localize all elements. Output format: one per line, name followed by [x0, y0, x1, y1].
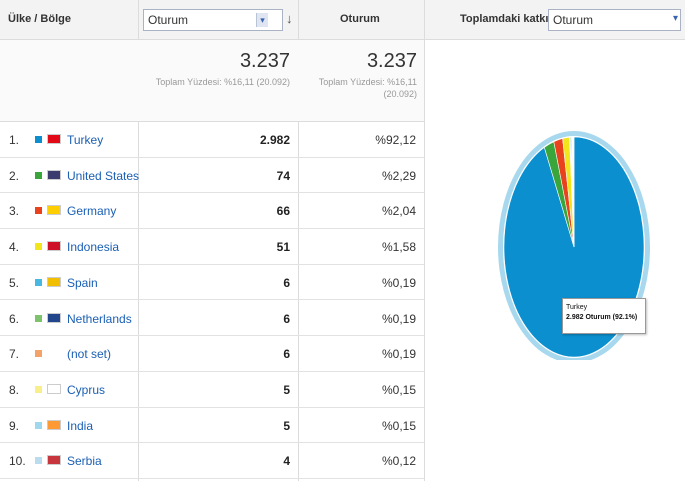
contribution-select[interactable]: Oturum ▾ — [548, 9, 681, 31]
sessions-column-header[interactable]: Oturum — [340, 13, 380, 25]
column-divider — [138, 0, 139, 481]
total-value: 3.237 — [239, 50, 290, 72]
series-color-swatch — [35, 385, 42, 393]
row-index: 3. — [9, 204, 20, 219]
totals-row: 3.237 Toplam Yüzdesi: %16,11 (20.092) 3.… — [0, 40, 424, 122]
sessions-value: 5 — [283, 382, 290, 397]
sessions-value: 6 — [283, 347, 290, 362]
sessions-percent: %92,12 — [375, 133, 416, 147]
row-index: 2. — [9, 168, 20, 183]
tooltip-country: Turkey — [566, 304, 588, 311]
total-share: Toplam Yüzdesi: %16,11 (20.092) — [155, 77, 290, 87]
column-divider — [424, 0, 425, 481]
table-row[interactable]: 2. United States 74 %2,29 — [0, 158, 424, 194]
tooltip-value: 2.982 Oturum (92.1%) — [566, 314, 638, 321]
pie-slice-serbia[interactable] — [573, 136, 575, 248]
metric-select-value: Oturum — [148, 13, 189, 27]
totals-metric-b: 3.237 Toplam Yüzdesi: %16,11 (20.092) — [305, 50, 417, 100]
table-row[interactable]: 4. Indonesia 51 %1,58 — [0, 229, 424, 265]
flag-icon — [47, 455, 61, 466]
sessions-value: 51 — [276, 240, 290, 255]
sessions-value: 4 — [283, 454, 290, 469]
totals-metric-a: 3.237 Toplam Yüzdesi: %16,11 (20.092) — [145, 50, 290, 88]
sessions-value: 2.982 — [259, 133, 290, 147]
sessions-value: 6 — [283, 275, 290, 290]
flag-icon — [47, 241, 61, 252]
table-row[interactable]: 3. Germany 66 %2,04 — [0, 193, 424, 230]
row-index: 9. — [9, 418, 20, 433]
sessions-percent: %0,15 — [381, 382, 416, 397]
country-link[interactable]: United States — [67, 168, 140, 183]
row-index: 5. — [9, 275, 20, 290]
series-color-swatch — [35, 136, 42, 143]
sessions-value: 74 — [276, 168, 290, 183]
country-link[interactable]: Netherlands — [67, 311, 132, 326]
total-share-count: (20.092) — [383, 89, 417, 99]
table-row[interactable]: 6. Netherlands 6 %0,19 — [0, 301, 424, 337]
sessions-percent: %2,04 — [381, 204, 416, 219]
series-color-swatch — [35, 421, 42, 429]
series-color-swatch — [35, 457, 42, 465]
row-index: 6. — [9, 311, 20, 326]
flag-icon — [47, 205, 61, 216]
chevron-down-icon[interactable]: ▾ — [672, 13, 678, 24]
contribution-select-value: Oturum — [553, 13, 594, 27]
pie-tooltip: Turkey 2.982 Oturum (92.1%) — [562, 298, 646, 334]
column-divider — [298, 0, 299, 481]
country-link[interactable]: Serbia — [67, 454, 102, 469]
country-link[interactable]: Cyprus — [67, 382, 106, 397]
table-row[interactable]: 9. India 5 %0,15 — [0, 408, 424, 444]
sessions-percent: %2,29 — [381, 168, 416, 183]
series-color-swatch — [35, 171, 42, 179]
row-index: 10. — [9, 454, 26, 469]
sessions-percent: %1,58 — [381, 240, 416, 255]
table-row[interactable]: 8. Cyprus 5 %0,15 — [0, 372, 424, 408]
row-index: 1. — [9, 133, 20, 147]
flag-icon — [47, 419, 61, 430]
total-value: 3.237 — [366, 50, 417, 72]
sessions-percent: %0,12 — [381, 454, 416, 469]
flag-icon — [47, 383, 61, 394]
sessions-percent: %0,19 — [381, 347, 416, 362]
sessions-value: 66 — [276, 204, 290, 219]
table-row[interactable]: 10. Serbia 4 %0,12 — [0, 443, 424, 479]
country-link[interactable]: Spain — [67, 275, 98, 290]
country-link[interactable]: India — [67, 418, 94, 433]
series-color-swatch — [35, 278, 42, 286]
series-color-swatch — [35, 243, 42, 251]
table-header: Ülke / Bölge Oturum ▾ ↓ Oturum Toplamdak… — [0, 0, 685, 40]
total-share: Toplam Yüzdesi: %16,11 — [318, 77, 417, 87]
table-row[interactable]: 5. Spain 6 %0,19 — [0, 265, 424, 301]
metric-select[interactable]: Oturum ▾ — [143, 9, 283, 31]
sessions-percent: %0,19 — [381, 311, 416, 326]
row-index: 4. — [9, 240, 20, 255]
country-link[interactable]: Indonesia — [67, 240, 120, 255]
flag-icon — [47, 134, 61, 144]
sort-desc-icon[interactable]: ↓ — [286, 11, 293, 26]
flag-icon — [47, 312, 61, 323]
contribution-label: Toplamdaki katkısı: — [460, 13, 562, 25]
flag-icon — [47, 276, 61, 287]
country-link[interactable]: (not set) — [67, 347, 112, 362]
country-link[interactable]: Germany — [67, 204, 117, 219]
series-color-swatch — [35, 207, 42, 215]
sessions-percent: %0,19 — [381, 275, 416, 290]
series-color-swatch — [35, 350, 42, 358]
series-color-swatch — [35, 314, 42, 322]
country-link[interactable]: Turkey — [67, 133, 104, 147]
sessions-value: 6 — [283, 311, 290, 326]
sessions-value: 5 — [283, 418, 290, 433]
table-row[interactable]: 7. (not set) 6 %0,19 — [0, 336, 424, 372]
sessions-percent: %0,15 — [381, 418, 416, 433]
row-index: 8. — [9, 382, 20, 397]
table-row[interactable]: 1. Turkey 2.982 %92,12 — [0, 122, 424, 158]
country-column-header[interactable]: Ülke / Bölge — [8, 13, 71, 25]
flag-icon — [47, 169, 61, 180]
row-index: 7. — [9, 347, 20, 362]
chevron-down-icon[interactable]: ▾ — [256, 13, 268, 27]
